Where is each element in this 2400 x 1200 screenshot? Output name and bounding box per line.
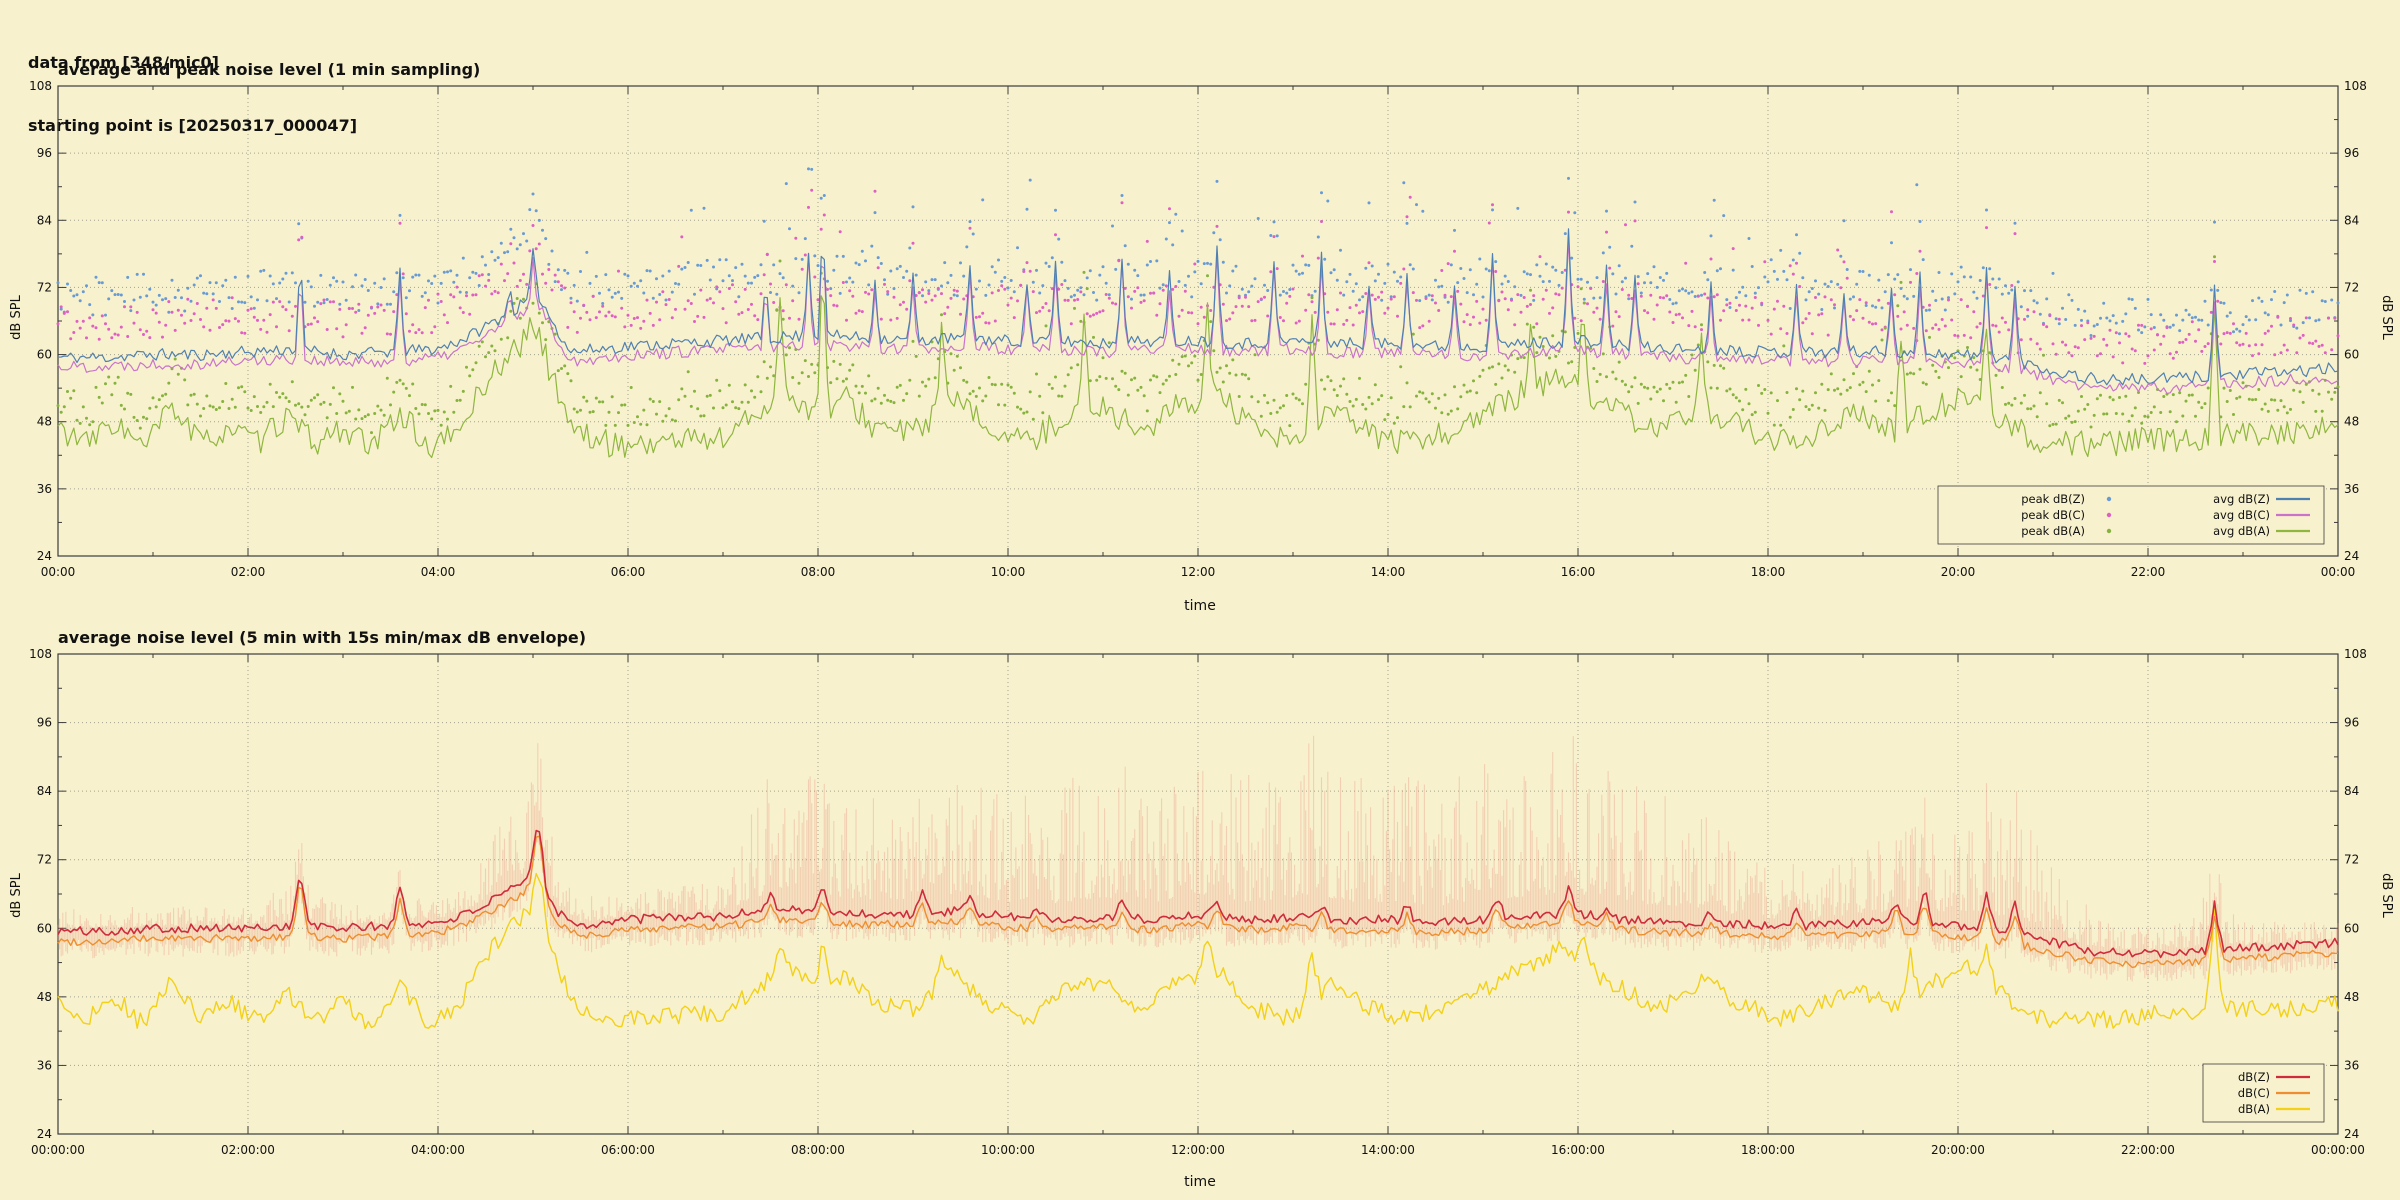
bottom-chart-canvas: 24 24 36 36 48 48 60 60 72 72 84 84 96 96 108 108 00:00:… [29,647,2367,1157]
top-chart-canvas: 24 24 36 36 48 48 60 60 72 72 84 84 96 96 108 108 00:00 0… [29,79,2367,579]
svg-text:72: 72 [37,280,52,294]
svg-text:72: 72 [37,853,52,867]
svg-text:72: 72 [2344,280,2359,294]
svg-text:84: 84 [37,784,52,798]
svg-text:02:00:00: 02:00:00 [221,1143,275,1157]
svg-text:108: 108 [29,647,52,661]
svg-text:16:00:00: 16:00:00 [1551,1143,1605,1157]
header-line2: starting point is [20250317_000047] [28,116,358,135]
svg-text:48: 48 [37,415,52,429]
svg-text:84: 84 [37,213,52,227]
svg-text:96: 96 [37,146,52,160]
svg-text:60: 60 [2344,348,2359,362]
svg-text:72: 72 [2344,853,2359,867]
svg-text:08:00:00: 08:00:00 [791,1143,845,1157]
svg-text:dB(A): dB(A) [2238,1102,2270,1116]
svg-text:22:00:00: 22:00:00 [2121,1143,2175,1157]
svg-text:00:00: 00:00 [2321,565,2356,579]
svg-text:18:00: 18:00 [1751,565,1786,579]
header: data from [348/mic0] starting point is [… [28,10,357,157]
svg-text:16:00: 16:00 [1561,565,1596,579]
svg-text:36: 36 [37,482,52,496]
svg-text:108: 108 [2344,79,2367,93]
svg-text:04:00:00: 04:00:00 [411,1143,465,1157]
header-line1: data from [348/mic0] [28,53,219,72]
svg-text:18:00:00: 18:00:00 [1741,1143,1795,1157]
svg-text:84: 84 [2344,213,2359,227]
svg-text:48: 48 [37,990,52,1004]
svg-text:24: 24 [37,549,52,563]
svg-text:96: 96 [2344,146,2359,160]
svg-text:96: 96 [2344,716,2359,730]
svg-text:peak dB(C): peak dB(C) [2021,508,2085,522]
bottom-chart-title: average noise level (5 min with 15s min/… [58,628,587,647]
top-chart-ylabel-left: dB SPL [8,295,24,340]
svg-text:dB(C): dB(C) [2238,1086,2270,1100]
svg-text:108: 108 [2344,647,2367,661]
svg-text:10:00: 10:00 [991,565,1026,579]
top-chart-ylabel-right: dB SPL [2378,295,2394,340]
svg-text:00:00:00: 00:00:00 [2311,1143,2365,1157]
svg-text:60: 60 [37,921,52,935]
svg-text:06:00: 06:00 [611,565,646,579]
svg-text:60: 60 [2344,921,2359,935]
svg-text:12:00:00: 12:00:00 [1171,1143,1225,1157]
svg-text:peak dB(Z): peak dB(Z) [2021,492,2085,506]
svg-text:24: 24 [37,1127,52,1141]
svg-text:avg dB(A): avg dB(A) [2213,524,2270,538]
svg-text:36: 36 [2344,1058,2359,1072]
svg-text:14:00:00: 14:00:00 [1361,1143,1415,1157]
svg-text:24: 24 [2344,1127,2359,1141]
bottom-chart-ylabel-left: dB SPL [8,873,24,918]
svg-text:08:00: 08:00 [801,565,836,579]
svg-text:peak dB(A): peak dB(A) [2021,524,2085,538]
svg-text:14:00: 14:00 [1371,565,1406,579]
svg-text:20:00:00: 20:00:00 [1931,1143,1985,1157]
svg-text:36: 36 [2344,482,2359,496]
svg-text:60: 60 [37,348,52,362]
svg-text:22:00: 22:00 [2131,565,2166,579]
svg-text:48: 48 [2344,415,2359,429]
svg-text:20:00: 20:00 [1941,565,1976,579]
svg-text:avg dB(Z): avg dB(Z) [2213,492,2270,506]
top-chart-title: average and peak noise level (1 min samp… [58,60,481,79]
svg-text:24: 24 [2344,549,2359,563]
svg-text:dB(Z): dB(Z) [2238,1070,2270,1084]
top-chart-xlabel: time [1184,598,1216,614]
svg-text:04:00: 04:00 [421,565,456,579]
svg-text:06:00:00: 06:00:00 [601,1143,655,1157]
svg-text:48: 48 [2344,990,2359,1004]
svg-text:84: 84 [2344,784,2359,798]
svg-text:96: 96 [37,716,52,730]
svg-text:00:00: 00:00 [41,565,76,579]
svg-text:00:00:00: 00:00:00 [31,1143,85,1157]
svg-text:36: 36 [37,1058,52,1072]
svg-text:10:00:00: 10:00:00 [981,1143,1035,1157]
svg-text:avg dB(C): avg dB(C) [2213,508,2270,522]
svg-text:12:00: 12:00 [1181,565,1216,579]
bottom-chart-xlabel: time [1184,1174,1216,1190]
svg-text:108: 108 [29,79,52,93]
bottom-chart-ylabel-right: dB SPL [2378,873,2394,918]
svg-text:02:00: 02:00 [231,565,266,579]
